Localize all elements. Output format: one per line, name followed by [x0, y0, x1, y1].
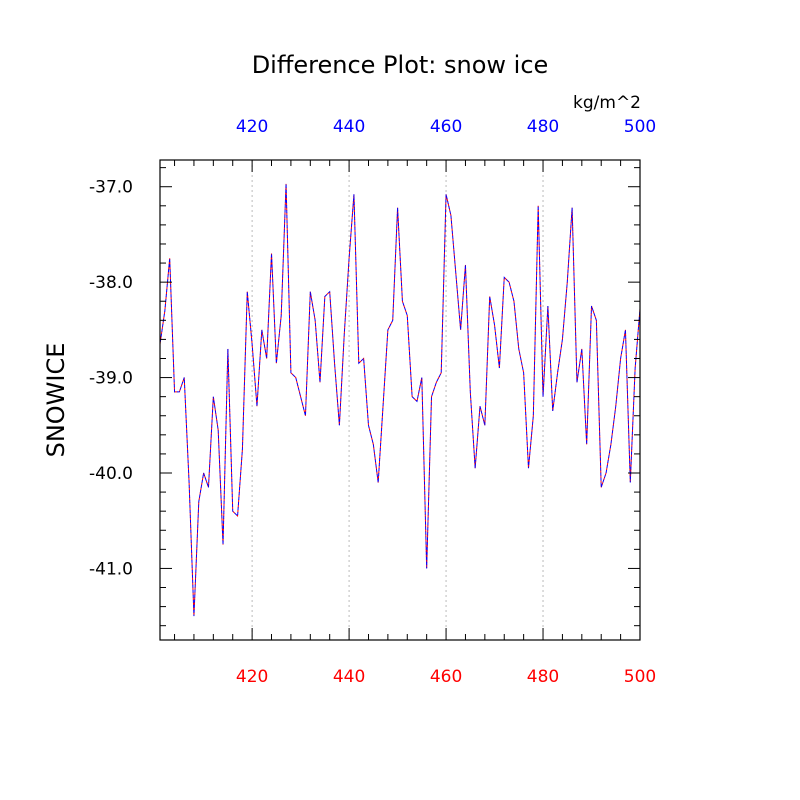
series-lines — [159, 183, 641, 617]
x-tick-label-bottom: 460 — [430, 667, 462, 687]
x-tick-label-bottom: 480 — [527, 667, 559, 687]
x-tick-label-bottom: 500 — [624, 667, 656, 687]
chart-title: Difference Plot: snow ice — [252, 51, 549, 79]
series-line-blue — [159, 183, 641, 617]
x-tick-label-bottom: 420 — [236, 667, 268, 687]
x-tick-label-bottom: 440 — [333, 667, 365, 687]
x-tick-label-top: 500 — [624, 117, 656, 137]
y-tick-label: -40.0 — [89, 464, 133, 484]
axes — [159, 159, 641, 641]
grid-lines — [251, 160, 544, 640]
tick-labels: 420 420 440 440 460 460 480 480 500 500 -37.0 -38.0… — [89, 117, 656, 687]
plot-frame — [159, 159, 641, 641]
y-axis-label: SNOWICE — [42, 343, 70, 458]
y-tick-label: -38.0 — [89, 273, 133, 293]
units-label: kg/m^2 — [573, 93, 641, 113]
x-tick-label-top: 460 — [430, 117, 462, 137]
y-tick-label: -39.0 — [89, 369, 133, 389]
y-tick-label: -41.0 — [89, 559, 133, 579]
x-tick-label-top: 480 — [527, 117, 559, 137]
y-tick-label: -37.0 — [89, 178, 133, 198]
x-tick-label-top: 440 — [333, 117, 365, 137]
x-tick-label-top: 420 — [236, 117, 268, 137]
